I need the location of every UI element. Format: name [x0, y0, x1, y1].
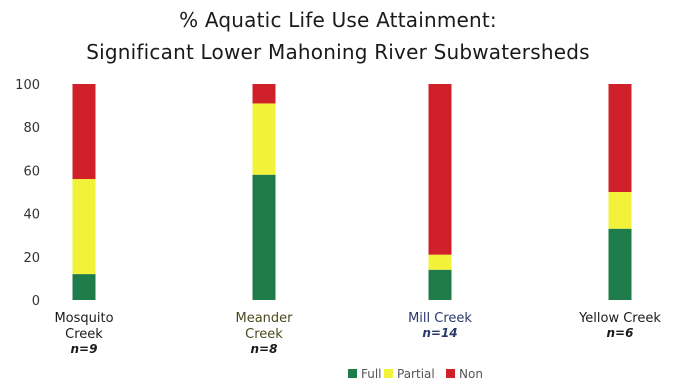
legend-swatch-full [348, 369, 357, 378]
bar-segment-full [428, 269, 452, 300]
sample-size-label: n=6 [607, 326, 634, 340]
bar-segment-non [252, 84, 276, 104]
bar-segment-non [72, 84, 96, 180]
y-tick-label: 20 [23, 251, 40, 266]
sample-size-label: n=9 [71, 342, 98, 356]
y-tick-label: 0 [32, 294, 40, 309]
bar-segment-partial [252, 103, 276, 175]
y-axis: 0 20 40 60 80 100 [15, 78, 40, 309]
bar-segment-full [608, 228, 632, 300]
bar-segment-partial [608, 192, 632, 229]
y-tick-label: 40 [23, 208, 40, 223]
chart-subtitle: Significant Lower Mahoning River Subwate… [86, 40, 590, 64]
bar-segment-partial [72, 179, 96, 275]
category-label: Mosquito [54, 311, 113, 326]
bar-segment-non [608, 84, 632, 192]
category-label: Yellow Creek [578, 311, 661, 326]
bars [72, 84, 632, 300]
category-label: Creek [245, 327, 283, 342]
legend-label-non: Non [459, 367, 483, 381]
bar-segment-full [252, 174, 276, 300]
category-label: Mill Creek [408, 311, 472, 326]
legend-swatch-non [446, 369, 455, 378]
sample-size-label: n=14 [422, 326, 457, 340]
bar-segment-non [428, 84, 452, 255]
sample-size-label: n=8 [251, 342, 278, 356]
legend-swatch-partial [384, 369, 393, 378]
y-tick-label: 80 [23, 121, 40, 136]
y-tick-label: 100 [15, 78, 40, 93]
bar-segment-partial [428, 254, 452, 270]
bar-segment-full [72, 274, 96, 300]
legend: Full Partial Non [348, 367, 483, 381]
category-label: Creek [65, 327, 103, 342]
category-label: Meander [235, 311, 293, 326]
chart-title: % Aquatic Life Use Attainment: [179, 8, 497, 32]
y-tick-label: 60 [23, 164, 40, 179]
legend-label-partial: Partial [397, 367, 435, 381]
legend-label-full: Full [361, 367, 382, 381]
